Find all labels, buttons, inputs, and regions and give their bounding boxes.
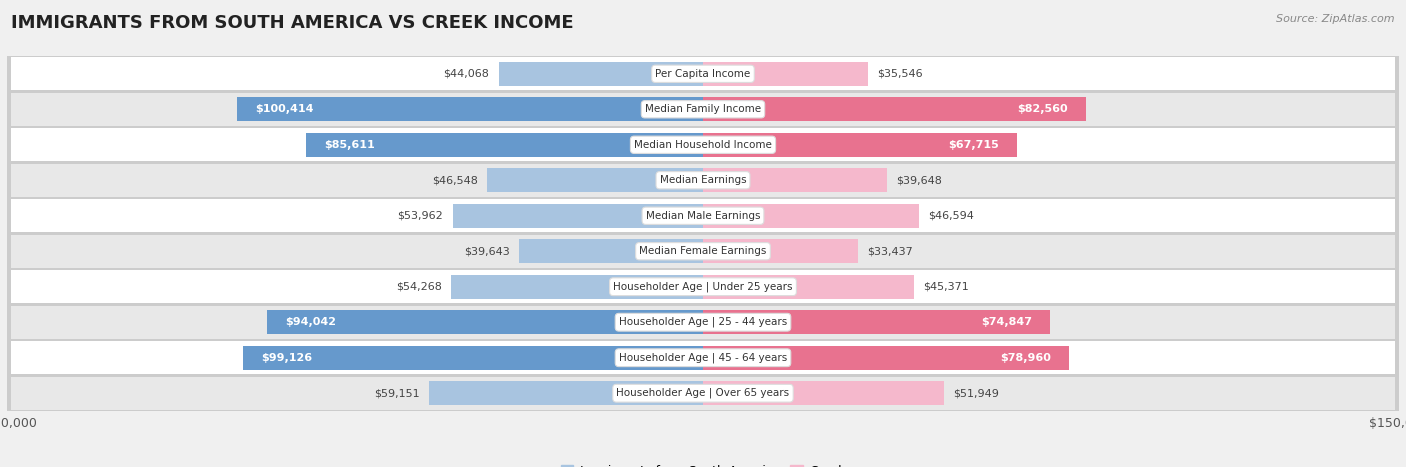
- Text: $94,042: $94,042: [285, 317, 336, 327]
- Bar: [519, 239, 703, 263]
- Bar: [10, 164, 1396, 197]
- Bar: [238, 97, 703, 121]
- Bar: [703, 133, 1017, 157]
- Bar: [10, 235, 1396, 268]
- Bar: [703, 168, 887, 192]
- Text: $33,437: $33,437: [868, 246, 912, 256]
- Text: $46,548: $46,548: [432, 175, 478, 185]
- Text: $99,126: $99,126: [262, 353, 312, 363]
- Bar: [429, 381, 703, 405]
- Text: IMMIGRANTS FROM SOUTH AMERICA VS CREEK INCOME: IMMIGRANTS FROM SOUTH AMERICA VS CREEK I…: [11, 14, 574, 32]
- Bar: [243, 346, 703, 370]
- Bar: [703, 62, 868, 86]
- Bar: [7, 269, 1399, 304]
- Text: $74,847: $74,847: [981, 317, 1032, 327]
- Bar: [10, 377, 1396, 410]
- Text: $51,949: $51,949: [953, 388, 1000, 398]
- Text: Median Female Earnings: Median Female Earnings: [640, 246, 766, 256]
- Text: Householder Age | Over 65 years: Householder Age | Over 65 years: [616, 388, 790, 398]
- Bar: [703, 310, 1050, 334]
- Text: Householder Age | Under 25 years: Householder Age | Under 25 years: [613, 282, 793, 292]
- Bar: [7, 127, 1399, 163]
- Text: $100,414: $100,414: [256, 104, 314, 114]
- Bar: [453, 204, 703, 228]
- Bar: [499, 62, 703, 86]
- Bar: [10, 199, 1396, 232]
- Text: Median Earnings: Median Earnings: [659, 175, 747, 185]
- Bar: [703, 239, 858, 263]
- Text: $59,151: $59,151: [374, 388, 419, 398]
- Bar: [486, 168, 703, 192]
- Bar: [10, 270, 1396, 303]
- Bar: [305, 133, 703, 157]
- Bar: [703, 97, 1085, 121]
- Text: $78,960: $78,960: [1000, 353, 1050, 363]
- Bar: [7, 375, 1399, 411]
- Bar: [10, 93, 1396, 126]
- Legend: Immigrants from South America, Creek: Immigrants from South America, Creek: [555, 460, 851, 467]
- Bar: [703, 381, 943, 405]
- Bar: [10, 306, 1396, 339]
- Bar: [7, 304, 1399, 340]
- Bar: [7, 56, 1399, 92]
- Text: $54,268: $54,268: [396, 282, 441, 292]
- Bar: [703, 275, 914, 299]
- Bar: [7, 340, 1399, 375]
- Text: $67,715: $67,715: [948, 140, 998, 150]
- Text: $82,560: $82,560: [1017, 104, 1067, 114]
- Bar: [267, 310, 703, 334]
- Text: $39,643: $39,643: [464, 246, 510, 256]
- Bar: [7, 92, 1399, 127]
- Text: $39,648: $39,648: [896, 175, 942, 185]
- Text: Median Male Earnings: Median Male Earnings: [645, 211, 761, 221]
- Bar: [7, 163, 1399, 198]
- Bar: [451, 275, 703, 299]
- Text: Source: ZipAtlas.com: Source: ZipAtlas.com: [1277, 14, 1395, 24]
- Text: Median Family Income: Median Family Income: [645, 104, 761, 114]
- Bar: [10, 57, 1396, 90]
- Text: Householder Age | 45 - 64 years: Householder Age | 45 - 64 years: [619, 353, 787, 363]
- Bar: [703, 204, 920, 228]
- Text: $44,068: $44,068: [443, 69, 489, 79]
- Bar: [7, 234, 1399, 269]
- Bar: [10, 341, 1396, 374]
- Text: $53,962: $53,962: [398, 211, 443, 221]
- Bar: [703, 346, 1070, 370]
- Bar: [10, 128, 1396, 161]
- Text: Householder Age | 25 - 44 years: Householder Age | 25 - 44 years: [619, 317, 787, 327]
- Text: $35,546: $35,546: [877, 69, 922, 79]
- Text: $85,611: $85,611: [325, 140, 375, 150]
- Text: $45,371: $45,371: [922, 282, 969, 292]
- Text: Median Household Income: Median Household Income: [634, 140, 772, 150]
- Bar: [7, 198, 1399, 234]
- Text: Per Capita Income: Per Capita Income: [655, 69, 751, 79]
- Text: $46,594: $46,594: [928, 211, 974, 221]
